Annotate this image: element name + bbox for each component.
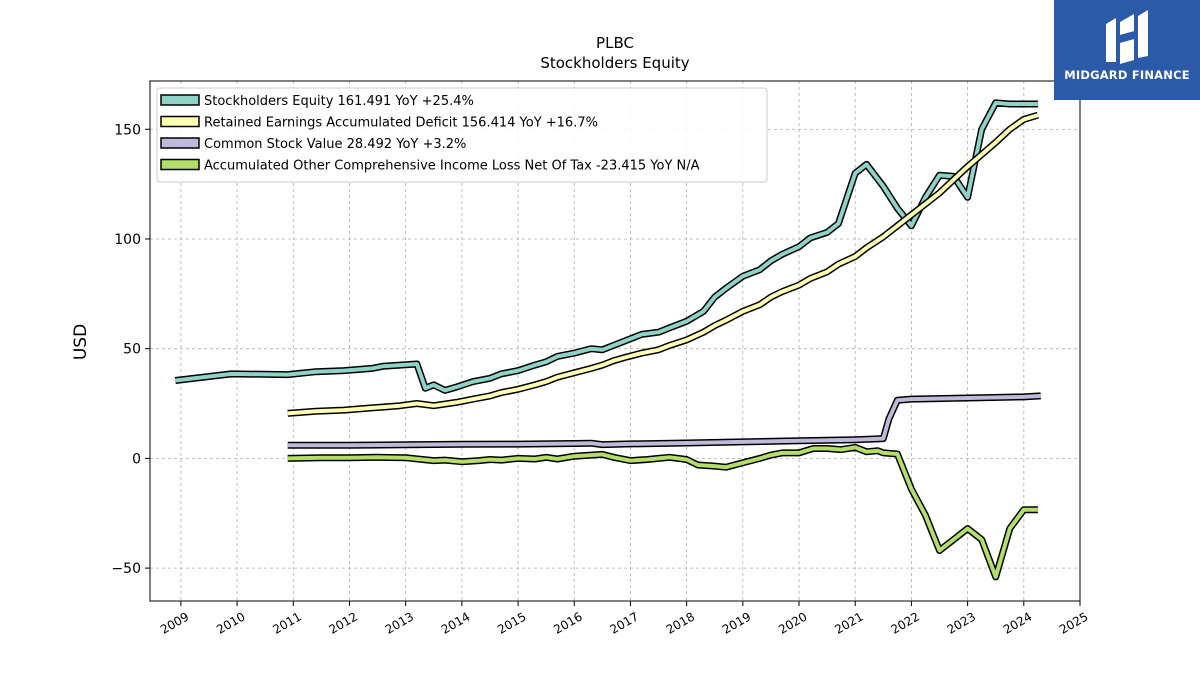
y-axis-label: USD <box>71 324 91 360</box>
legend-entry: Accumulated Other Comprehensive Income L… <box>204 159 700 174</box>
series-layer <box>174 99 1041 581</box>
series-line-accumulated-other-comprehensive-income-loss-net-of-tax <box>287 445 1038 579</box>
legend-swatch <box>160 137 200 149</box>
legend-swatch <box>160 115 200 128</box>
x-tick-label: 2012 <box>327 609 360 636</box>
x-tick-label: 2018 <box>664 609 697 636</box>
x-tick-label: 2021 <box>832 609 865 636</box>
x-tick-label: 2017 <box>607 609 640 636</box>
legend-entry: Common Stock Value 28.492 YoY +3.2% <box>204 137 466 152</box>
x-tick-label: 2010 <box>214 609 247 636</box>
x-tick-label: 2016 <box>551 609 584 636</box>
series-line-common-stock-value <box>287 393 1041 448</box>
plot-frame <box>149 80 1081 602</box>
x-tick-label: 2019 <box>720 609 753 636</box>
x-tick-label: 2014 <box>439 609 472 636</box>
y-tick-label: 150 <box>114 122 141 138</box>
brand-logo-icon <box>1106 10 1148 64</box>
y-tick-label: 50 <box>123 342 141 358</box>
x-tick-label: 2020 <box>776 609 809 636</box>
x-tick-label: 2024 <box>1001 609 1034 636</box>
series-line-stockholders-equity <box>175 100 1038 393</box>
chart-subtitle: Stockholders Equity <box>540 54 689 72</box>
y-tick-label: 100 <box>114 232 141 248</box>
chart-title: PLBC <box>596 34 634 52</box>
brand-logo: MIDGARD FINANCE <box>1054 0 1200 100</box>
x-tick-label: 2025 <box>1057 609 1090 636</box>
x-tick-label: 2022 <box>888 609 921 636</box>
brand-name: MIDGARD FINANCE <box>1064 68 1190 82</box>
x-tick-label: 2009 <box>158 609 191 636</box>
legend-swatch <box>160 94 200 106</box>
y-tick-label: −50 <box>111 561 141 577</box>
x-tick-label: 2013 <box>383 609 416 636</box>
legend-entry: Retained Earnings Accumulated Deficit 15… <box>204 116 598 131</box>
legend-entry: Stockholders Equity 161.491 YoY +25.4% <box>204 94 474 109</box>
x-tick-label: 2011 <box>270 609 303 636</box>
legend: Stockholders Equity 161.491 YoY +25.4% Re… <box>156 87 768 183</box>
y-tick-label: 0 <box>132 451 141 467</box>
axis-layer: 2009 2010 2011 2012 2013 2014 2015 2016 2017 2018… <box>111 122 1090 637</box>
legend-swatch <box>160 158 200 171</box>
legend-frame <box>156 87 768 183</box>
x-tick-label: 2023 <box>945 609 978 636</box>
x-tick-label: 2015 <box>495 609 528 636</box>
series-line-retained-earnings-accumulated-deficit <box>287 113 1039 416</box>
